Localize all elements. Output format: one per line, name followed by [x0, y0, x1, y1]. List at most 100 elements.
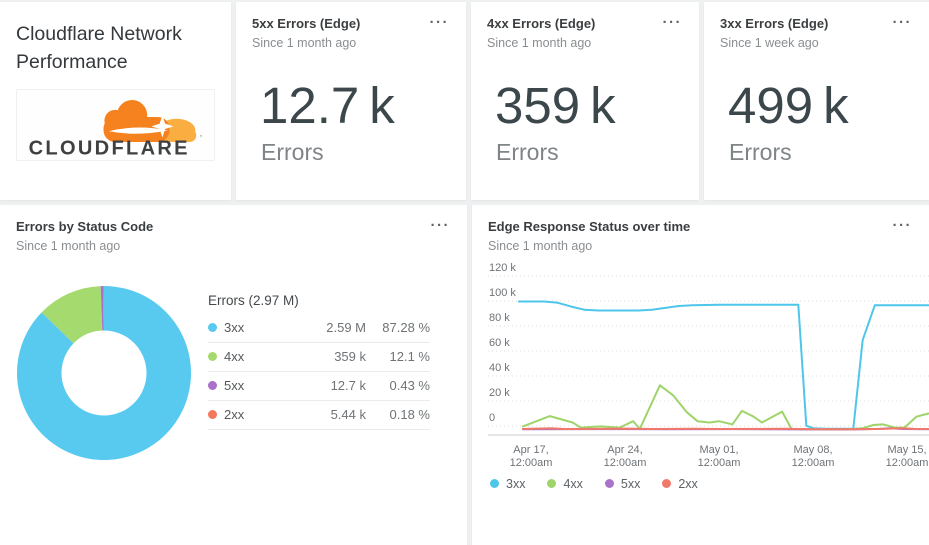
- svg-text:12:00am: 12:00am: [698, 457, 741, 469]
- donut-slice-5xx[interactable]: [100, 285, 104, 331]
- kpi-value-suffix: k: [590, 76, 616, 134]
- cloudflare-logo-icon: CLOUDFLARE ’: [28, 99, 202, 158]
- svg-text:12:00am: 12:00am: [886, 457, 929, 469]
- donut-chart[interactable]: [14, 283, 194, 463]
- chart-title: Edge Response Status over time: [488, 219, 691, 234]
- legend-value: 12.7 k: [330, 378, 366, 394]
- series-dot-2xx-icon: [662, 479, 672, 489]
- legend-item-5xx[interactable]: 5xx: [604, 477, 640, 491]
- series-dot-4xx-icon: [547, 479, 557, 489]
- svg-text:12:00am: 12:00am: [604, 457, 647, 469]
- legend-row-4xx[interactable]: 4xx 359 k 12.1 %: [208, 343, 430, 372]
- legend-item-2xx[interactable]: 2xx: [662, 476, 698, 491]
- svg-text:120 k: 120 k: [489, 262, 516, 274]
- chart-title: Errors by Status Code: [16, 219, 154, 234]
- legend-value: 2.59 M: [326, 320, 366, 336]
- series-dot-4xx-icon: [208, 352, 217, 362]
- edge-response-status-card: Edge Response Status over time Since 1 m…: [472, 205, 929, 545]
- legend-row-3xx[interactable]: 3xx 2.59 M 87.28 %: [208, 314, 430, 343]
- kpi-value: 359 k: [495, 80, 683, 131]
- legend-label: 3xx: [224, 320, 245, 336]
- errors-by-status-card: Errors by Status Code Since 1 month ago …: [0, 205, 467, 545]
- dashboard-title-card: Cloudflare Network Performance CLOUDFLAR…: [0, 2, 231, 200]
- legend-row-2xx[interactable]: 2xx 5.44 k 0.18 %: [208, 401, 430, 430]
- more-options-icon[interactable]: ···: [429, 14, 449, 31]
- chart-subtitle: Since 1 month ago: [16, 238, 121, 253]
- series-dot-5xx-icon: [604, 479, 614, 489]
- legend-label: 5xx: [224, 378, 245, 394]
- legend-percent: 87.28 %: [382, 320, 430, 336]
- kpi-card-3xx: 3xx Errors (Edge) Since 1 week ago ··· 4…: [704, 2, 929, 200]
- legend-label: 4xx: [563, 476, 583, 491]
- timeseries-legend: 3xx 4xx 5xx 2xx: [490, 477, 913, 491]
- legend-label: 2xx: [224, 407, 245, 423]
- kpi-value: 499 k: [728, 80, 913, 131]
- gridlines: [488, 275, 929, 427]
- svg-text:40 k: 40 k: [489, 362, 510, 374]
- cloudflare-logo-text: CLOUDFLARE: [28, 137, 189, 158]
- legend-value: 5.44 k: [330, 407, 366, 423]
- series-dot-5xx-icon: [208, 381, 217, 391]
- top-row: Cloudflare Network Performance CLOUDFLAR…: [0, 2, 929, 200]
- svg-text:12:00am: 12:00am: [792, 457, 835, 469]
- kpi-card-4xx: 4xx Errors (Edge) Since 1 month ago ··· …: [471, 2, 699, 200]
- legend-label: 2xx: [678, 476, 698, 491]
- series-line-4xx[interactable]: [521, 384, 929, 431]
- svg-text:May 08,: May 08,: [793, 444, 832, 456]
- more-options-icon[interactable]: ···: [430, 217, 450, 234]
- chart-subtitle: Since 1 month ago: [488, 238, 593, 253]
- donut-slice-3xx[interactable]: [17, 285, 192, 460]
- legend-row-5xx[interactable]: 5xx 12.7 k 0.43 %: [208, 372, 430, 401]
- kpi-value-number: 499: [728, 76, 814, 134]
- svg-text:May 15,: May 15,: [887, 444, 926, 456]
- more-options-icon[interactable]: ···: [662, 14, 682, 31]
- series-dot-3xx-icon: [490, 479, 499, 489]
- kpi-value-suffix: k: [369, 76, 395, 134]
- legend-label: 3xx: [506, 476, 526, 491]
- series-dot-3xx-icon: [208, 323, 217, 333]
- svg-text:0: 0: [489, 412, 495, 424]
- more-options-icon[interactable]: ···: [892, 217, 912, 234]
- legend-percent: 0.18 %: [389, 407, 430, 423]
- legend-percent: 12.1 %: [389, 349, 430, 365]
- legend-item-4xx[interactable]: 4xx: [547, 476, 583, 491]
- donut-content: Errors (2.97 M) 3xx 2.59 M 87.28 % 4xx 3…: [16, 253, 451, 463]
- bottom-row: Errors by Status Code Since 1 month ago …: [0, 205, 929, 545]
- legend-percent: 0.43 %: [389, 378, 430, 394]
- kpi-card-5xx: 5xx Errors (Edge) Since 1 month ago ··· …: [236, 2, 466, 200]
- kpi-title: 3xx Errors (Edge): [720, 16, 829, 31]
- svg-text:May 01,: May 01,: [699, 444, 738, 456]
- y-axis-labels: 0 20 k 40 k 60 k 80 k 100 k 120 k: [489, 262, 516, 424]
- donut-slice-2xx[interactable]: [102, 285, 104, 331]
- kpi-subtitle: Since 1 week ago: [720, 35, 819, 50]
- more-options-icon[interactable]: ···: [892, 14, 912, 31]
- kpi-subtitle: Since 1 month ago: [252, 35, 357, 50]
- svg-text:60 k: 60 k: [489, 337, 510, 349]
- series-line-2xx[interactable]: [521, 427, 929, 431]
- kpi-title: 4xx Errors (Edge): [487, 16, 596, 31]
- legend-label: 4xx: [224, 349, 245, 365]
- svg-text:80 k: 80 k: [489, 312, 510, 324]
- kpi-value: 12.7 k: [260, 80, 450, 131]
- kpi-unit-label: Errors: [261, 138, 324, 165]
- svg-text:20 k: 20 k: [489, 387, 510, 399]
- dashboard-title: Cloudflare Network Performance: [16, 23, 182, 74]
- kpi-title: 5xx Errors (Edge): [252, 16, 361, 31]
- svg-text:Apr 17,: Apr 17,: [513, 444, 548, 456]
- svg-text:100 k: 100 k: [489, 287, 516, 299]
- donut-slice-4xx[interactable]: [41, 285, 103, 344]
- series-line-3xx[interactable]: [517, 300, 929, 430]
- donut-legend-header: Errors (2.97 M): [208, 292, 299, 308]
- donut-legend: Errors (2.97 M) 3xx 2.59 M 87.28 % 4xx 3…: [208, 293, 430, 463]
- kpi-value-number: 359: [495, 76, 581, 134]
- kpi-value-number: 12.7: [260, 76, 360, 134]
- kpi-value-suffix: k: [823, 76, 849, 134]
- kpi-unit-label: Errors: [496, 138, 559, 165]
- cloudflare-logo-mark: ’: [199, 133, 201, 144]
- svg-text:12:00am: 12:00am: [510, 457, 553, 469]
- kpi-unit-label: Errors: [729, 138, 792, 165]
- legend-item-3xx[interactable]: 3xx: [490, 477, 525, 491]
